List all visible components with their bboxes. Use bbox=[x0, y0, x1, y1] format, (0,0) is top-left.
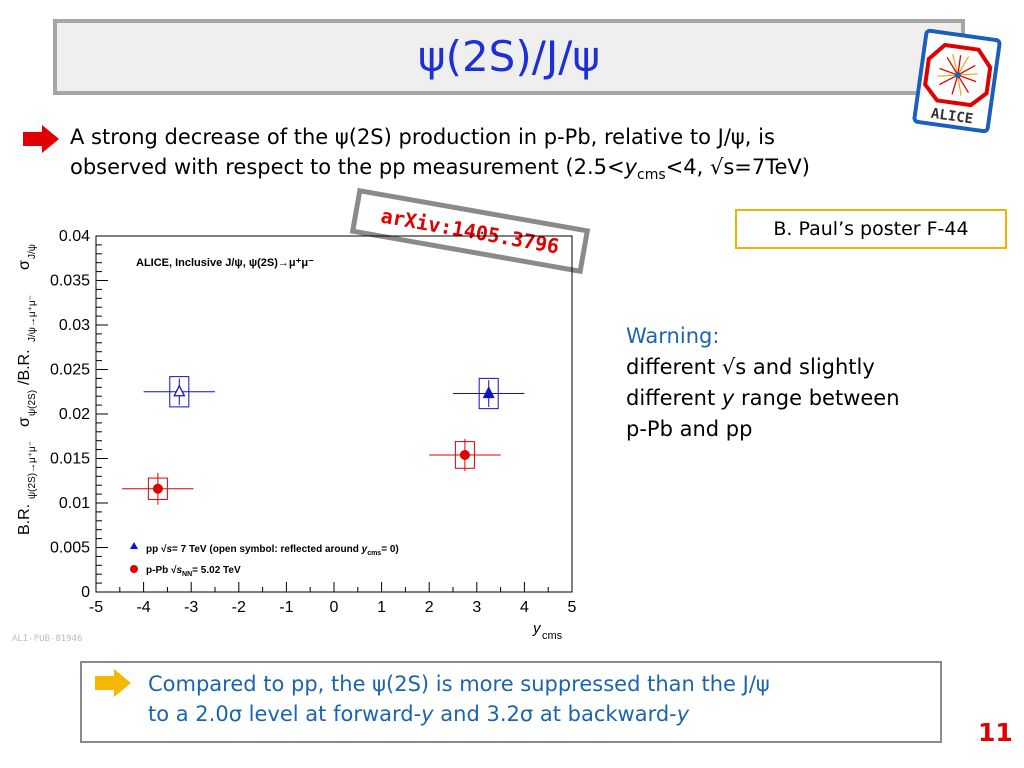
marker-circle bbox=[152, 483, 163, 494]
chart-title: ALICE, Inclusive J/ψ, ψ(2S)→μ⁺μ⁻ bbox=[136, 257, 314, 269]
x-tick-label: -4 bbox=[136, 599, 150, 616]
y-tick-label: 0.02 bbox=[59, 406, 90, 423]
x-tick-label: -3 bbox=[184, 599, 198, 616]
warning-title: Warning: bbox=[626, 324, 720, 348]
x-tick-label: -2 bbox=[232, 599, 246, 616]
y-label-sigma2: σ bbox=[16, 260, 33, 270]
systematic-box bbox=[454, 441, 475, 469]
y-label-sub4: J/ψ bbox=[27, 244, 38, 259]
x-axis-label-y: y bbox=[532, 620, 542, 637]
systematic-box bbox=[478, 377, 499, 410]
conclusion-line-2: to a 2.0σ level at forward-y and 3.2σ at… bbox=[148, 702, 690, 726]
conclusion-text: Compared to pp, the ψ(2S) is more suppre… bbox=[148, 669, 938, 729]
title-banner: ψ(2S)/J/ψ bbox=[53, 19, 965, 95]
x-tick-label: -5 bbox=[89, 599, 103, 616]
y-label-br1: B.R. bbox=[16, 504, 33, 535]
y-tick-label: 0.01 bbox=[59, 495, 90, 512]
warning-line-2: different y range between bbox=[626, 386, 900, 410]
ali-pub-id: ALI-PUB-81946 bbox=[12, 634, 83, 644]
y-tick-label: 0.025 bbox=[50, 362, 90, 379]
y-label-sub2: ψ(2S) bbox=[27, 390, 38, 416]
plot-frame bbox=[95, 235, 573, 593]
x-tick-label: 1 bbox=[377, 599, 386, 616]
y-tick-label: 0.035 bbox=[50, 273, 90, 290]
x-tick-label: 4 bbox=[520, 599, 529, 616]
y-tick-label: 0 bbox=[81, 584, 90, 601]
y-tick-label: 0.03 bbox=[59, 317, 90, 334]
y-tick-label: 0.04 bbox=[59, 228, 90, 245]
y-label-br2: /B.R. bbox=[16, 349, 33, 385]
systematic-box bbox=[169, 376, 190, 408]
x-tick-label: 2 bbox=[425, 599, 434, 616]
legend-marker-pp bbox=[130, 542, 138, 549]
chart-marks bbox=[122, 376, 525, 505]
legend-label-ppb: p-Pb √sNN= 5.02 TeV bbox=[146, 565, 241, 578]
y-label-sigma1: σ bbox=[16, 417, 33, 427]
red-arrow-icon bbox=[23, 125, 59, 153]
x-axis-label-sub: cms bbox=[542, 630, 563, 642]
bullet-line-1: A strong decrease of the ψ(2S) productio… bbox=[70, 125, 775, 149]
marker-triangle bbox=[482, 386, 495, 399]
data-point bbox=[453, 377, 525, 410]
alice-logo-text: ALICE bbox=[930, 106, 974, 128]
x-tick-label: 3 bbox=[472, 599, 481, 616]
warning-note: Warning: different √s and slightly diffe… bbox=[626, 321, 1006, 445]
poster-reference: B. Paul’s poster F-44 bbox=[735, 209, 1007, 249]
x-tick-label: 5 bbox=[568, 599, 577, 616]
y-axis-label: B.R. ψ(2S)→μ⁺μ⁻ σ ψ(2S) /B.R. J/ψ→μ⁺μ⁻ σ… bbox=[16, 244, 38, 535]
bullet-line-2: observed with respect to the pp measurem… bbox=[70, 155, 810, 184]
orange-arrow-icon bbox=[95, 669, 131, 697]
legend-marker-ppb bbox=[130, 565, 138, 573]
slide-title: ψ(2S)/J/ψ bbox=[417, 32, 601, 81]
bullet-text: A strong decrease of the ψ(2S) productio… bbox=[70, 122, 990, 190]
ratio-chart: -5 -4 -3 -2 -1 0 1 2 3 4 5 0 0.005 0.01 0.015 0.02 0.025… bbox=[16, 228, 577, 642]
page-number: 11 bbox=[978, 718, 1013, 747]
conclusion-box: Compared to pp, the ψ(2S) is more suppre… bbox=[80, 661, 942, 743]
y-label-sub1: ψ(2S)→μ⁺μ⁻ bbox=[27, 441, 38, 499]
legend-label-pp: pp √s= 7 TeV (open symbol: reflected aro… bbox=[146, 544, 399, 557]
systematic-box bbox=[147, 477, 168, 500]
data-point bbox=[429, 438, 501, 471]
y-tick-label: 0.005 bbox=[50, 540, 90, 557]
chart-legend: pp √s= 7 TeV (open symbol: reflected aro… bbox=[130, 542, 399, 578]
y-label-sub3: J/ψ→μ⁺μ⁻ bbox=[27, 295, 38, 342]
conclusion-line-1: Compared to pp, the ψ(2S) is more suppre… bbox=[148, 672, 770, 696]
warning-line-3: p-Pb and pp bbox=[626, 417, 753, 441]
data-point bbox=[122, 472, 194, 505]
data-point bbox=[143, 376, 215, 408]
marker-triangle bbox=[173, 384, 186, 397]
x-axis-label: y cms bbox=[532, 620, 563, 642]
x-tick-label: 0 bbox=[330, 599, 339, 616]
marker-circle bbox=[459, 449, 470, 460]
y-tick-label: 0.015 bbox=[50, 451, 90, 468]
chart-axes: -5 -4 -3 -2 -1 0 1 2 3 4 5 0 0.005 0.01 0.015 0.02 0.025… bbox=[50, 228, 577, 616]
warning-line-1: different √s and slightly bbox=[626, 355, 875, 379]
alice-logo: ALICE bbox=[912, 28, 1002, 134]
x-tick-label: -1 bbox=[279, 599, 293, 616]
